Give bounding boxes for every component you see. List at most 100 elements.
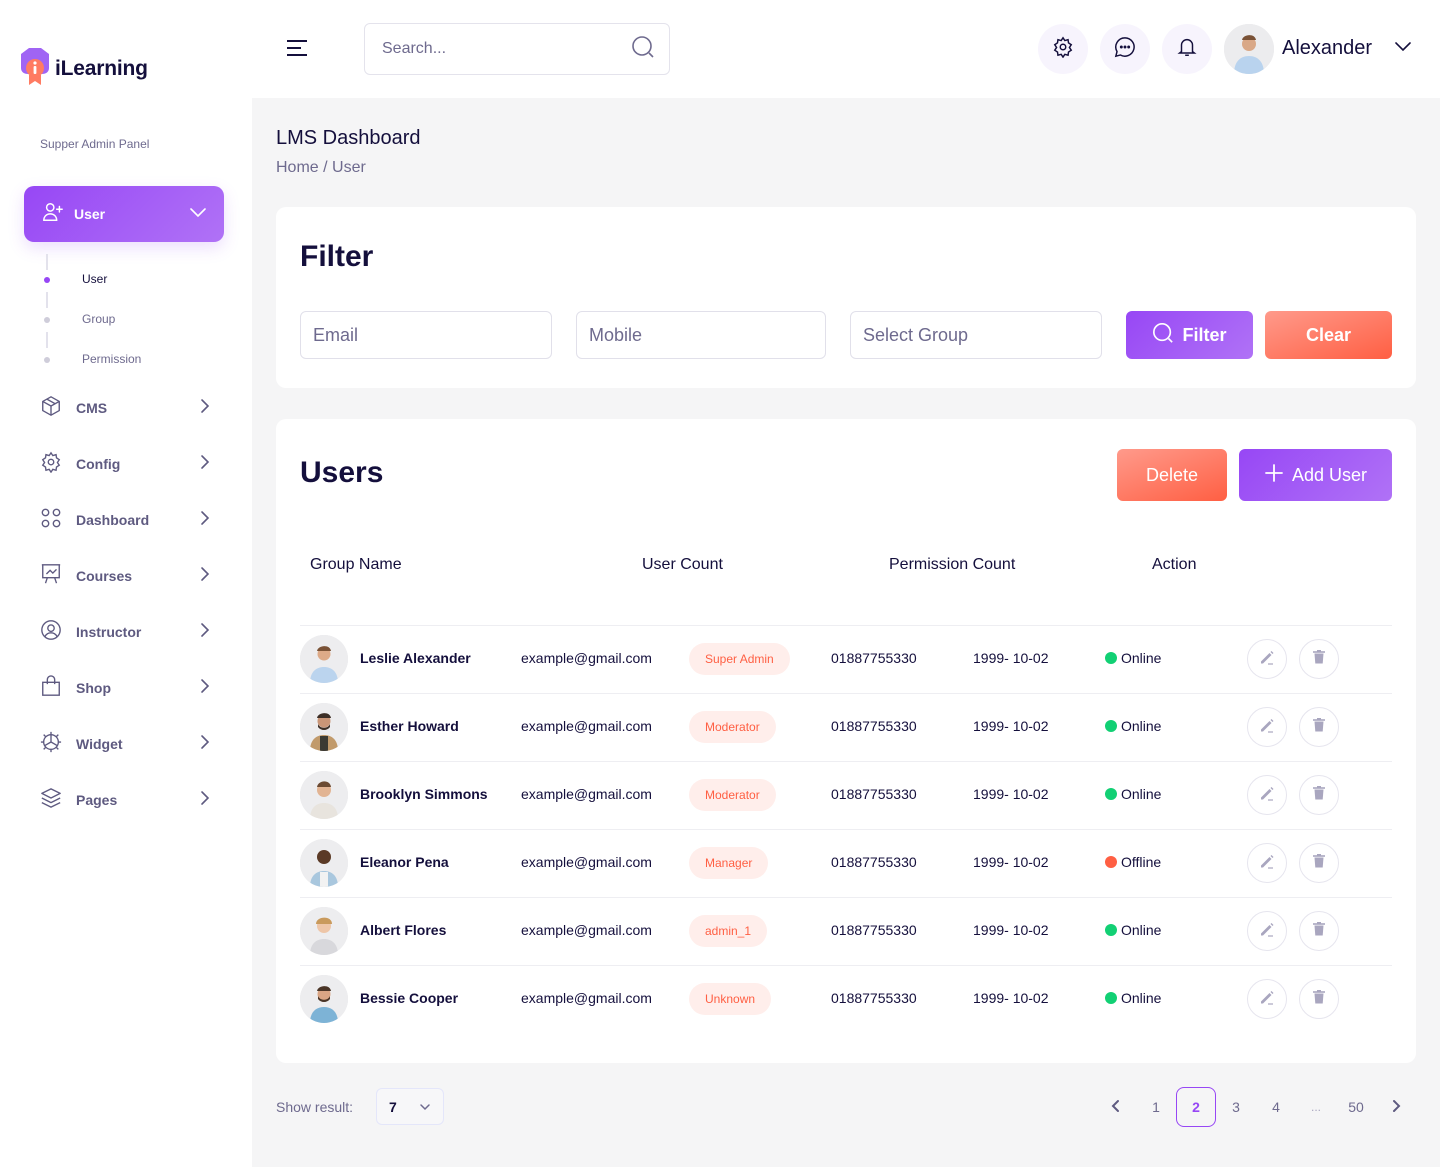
- trash-icon: [1312, 989, 1326, 1010]
- user-email: example@gmail.com: [521, 786, 652, 802]
- avatar: [300, 703, 348, 751]
- page-50[interactable]: 50: [1348, 1099, 1364, 1115]
- per-page-select[interactable]: 7: [376, 1088, 444, 1125]
- search-icon: [1152, 322, 1174, 349]
- plus-icon: [1264, 463, 1284, 488]
- edit-button[interactable]: [1247, 639, 1287, 679]
- settings-button[interactable]: [1038, 24, 1088, 74]
- online-dot-icon: [1105, 720, 1117, 732]
- status-indicator: Offline: [1105, 854, 1161, 870]
- status-indicator: Online: [1105, 786, 1161, 802]
- layers-icon: [40, 787, 62, 814]
- delete-row-button[interactable]: [1299, 911, 1339, 951]
- chevron-left-icon: [1111, 1099, 1121, 1116]
- logo-icon: [20, 48, 50, 86]
- chevron-right-icon: [200, 678, 210, 699]
- filter-button[interactable]: Filter: [1126, 311, 1253, 359]
- chevron-right-icon: [200, 790, 210, 811]
- sidebar-item-courses[interactable]: Courses: [40, 561, 210, 591]
- user-name: Albert Flores: [360, 922, 447, 938]
- delete-button-label: Delete: [1145, 464, 1199, 485]
- breadcrumb[interactable]: Home / User: [276, 159, 366, 176]
- subnav-item-group[interactable]: Group: [82, 312, 116, 326]
- delete-row-button[interactable]: [1299, 707, 1339, 747]
- user-mobile: 01887755330: [831, 786, 917, 802]
- mobile-input[interactable]: [589, 324, 825, 346]
- page-2[interactable]: 2: [1176, 1087, 1216, 1127]
- trash-icon: [1312, 921, 1326, 942]
- chevron-right-icon: [1391, 1099, 1401, 1116]
- role-badge: Moderator: [689, 711, 776, 743]
- sidebar-item-user[interactable]: User: [24, 186, 224, 242]
- role-badge: Unknown: [689, 983, 772, 1015]
- search-icon[interactable]: [631, 35, 655, 64]
- chevron-down-icon[interactable]: [1394, 40, 1412, 58]
- avatar: [300, 771, 348, 819]
- user-mobile: 01887755330: [831, 990, 917, 1006]
- next-page-button[interactable]: [1376, 1087, 1416, 1127]
- edit-button[interactable]: [1247, 775, 1287, 815]
- column-header-permission-count[interactable]: Permission Count: [889, 556, 1016, 573]
- delete-row-button[interactable]: [1299, 639, 1339, 679]
- panel-label: Supper Admin Panel: [40, 137, 150, 151]
- page-4[interactable]: 4: [1272, 1099, 1280, 1115]
- sidebar-item-instructor[interactable]: Instructor: [40, 617, 210, 647]
- bell-icon: [1176, 36, 1198, 63]
- chevron-right-icon: [200, 566, 210, 587]
- user-name: Bessie Cooper: [360, 990, 459, 1006]
- edit-button[interactable]: [1247, 707, 1287, 747]
- status-label: Online: [1121, 718, 1162, 734]
- email-input[interactable]: [313, 324, 551, 346]
- table-row: Leslie Alexander example@gmail.com Super…: [300, 625, 1392, 693]
- user-name[interactable]: Alexander: [1282, 37, 1373, 59]
- delete-row-button[interactable]: [1299, 843, 1339, 883]
- page-3[interactable]: 3: [1232, 1099, 1240, 1115]
- group-select-input[interactable]: [863, 324, 1101, 346]
- gear-icon: [1052, 36, 1074, 63]
- subnav-item-permission[interactable]: Permission: [82, 352, 142, 366]
- menu-toggle-icon[interactable]: [286, 40, 308, 61]
- status-label: Online: [1121, 922, 1162, 938]
- widget-icon: [40, 731, 62, 758]
- pencil-icon: [1259, 853, 1275, 874]
- presentation-icon: [40, 563, 62, 590]
- status-label: Online: [1121, 990, 1162, 1006]
- sidebar-item-dashboard[interactable]: Dashboard: [40, 505, 210, 535]
- user-email: example@gmail.com: [521, 854, 652, 870]
- user-circle-icon: [40, 619, 62, 646]
- messages-button[interactable]: [1100, 24, 1150, 74]
- table-row: Albert Flores example@gmail.com admin_1 …: [300, 897, 1392, 965]
- subnav-item-user[interactable]: User: [82, 272, 108, 286]
- column-header-action[interactable]: Action: [1152, 556, 1197, 573]
- delete-row-button[interactable]: [1299, 979, 1339, 1019]
- logo[interactable]: iLearning: [20, 48, 148, 86]
- column-header-group-name[interactable]: Group Name: [310, 556, 402, 573]
- pencil-icon: [1259, 921, 1275, 942]
- sidebar-item-label: Dashboard: [76, 512, 150, 528]
- delete-button[interactable]: Delete: [1117, 449, 1227, 501]
- sidebar-item-shop[interactable]: Shop: [40, 673, 210, 703]
- notifications-button[interactable]: [1162, 24, 1212, 74]
- sidebar-item-pages[interactable]: Pages: [40, 785, 210, 815]
- column-header-user-count[interactable]: User Count: [642, 556, 723, 573]
- edit-button[interactable]: [1247, 911, 1287, 951]
- edit-button[interactable]: [1247, 979, 1287, 1019]
- delete-row-button[interactable]: [1299, 775, 1339, 815]
- user-avatar[interactable]: [1224, 24, 1274, 74]
- sidebar-item-cms[interactable]: CMS: [40, 393, 210, 423]
- user-name: Brooklyn Simmons: [360, 786, 488, 802]
- sidebar-item-config[interactable]: Config: [40, 449, 210, 479]
- prev-page-button[interactable]: [1096, 1087, 1136, 1127]
- user-name: Esther Howard: [360, 718, 459, 734]
- user-date: 1999- 10-02: [973, 854, 1049, 870]
- search-input[interactable]: [382, 40, 631, 58]
- chevron-right-icon: [200, 398, 210, 419]
- show-result-label: Show result:: [276, 1099, 354, 1115]
- per-page-value: 7: [389, 1098, 397, 1115]
- edit-button[interactable]: [1247, 843, 1287, 883]
- sidebar-item-widget[interactable]: Widget: [40, 729, 210, 759]
- add-user-button[interactable]: Add User: [1239, 449, 1392, 501]
- page-1[interactable]: 1: [1152, 1099, 1160, 1115]
- table-row: Bessie Cooper example@gmail.com Unknown …: [300, 965, 1392, 1033]
- clear-button[interactable]: Clear: [1265, 311, 1392, 359]
